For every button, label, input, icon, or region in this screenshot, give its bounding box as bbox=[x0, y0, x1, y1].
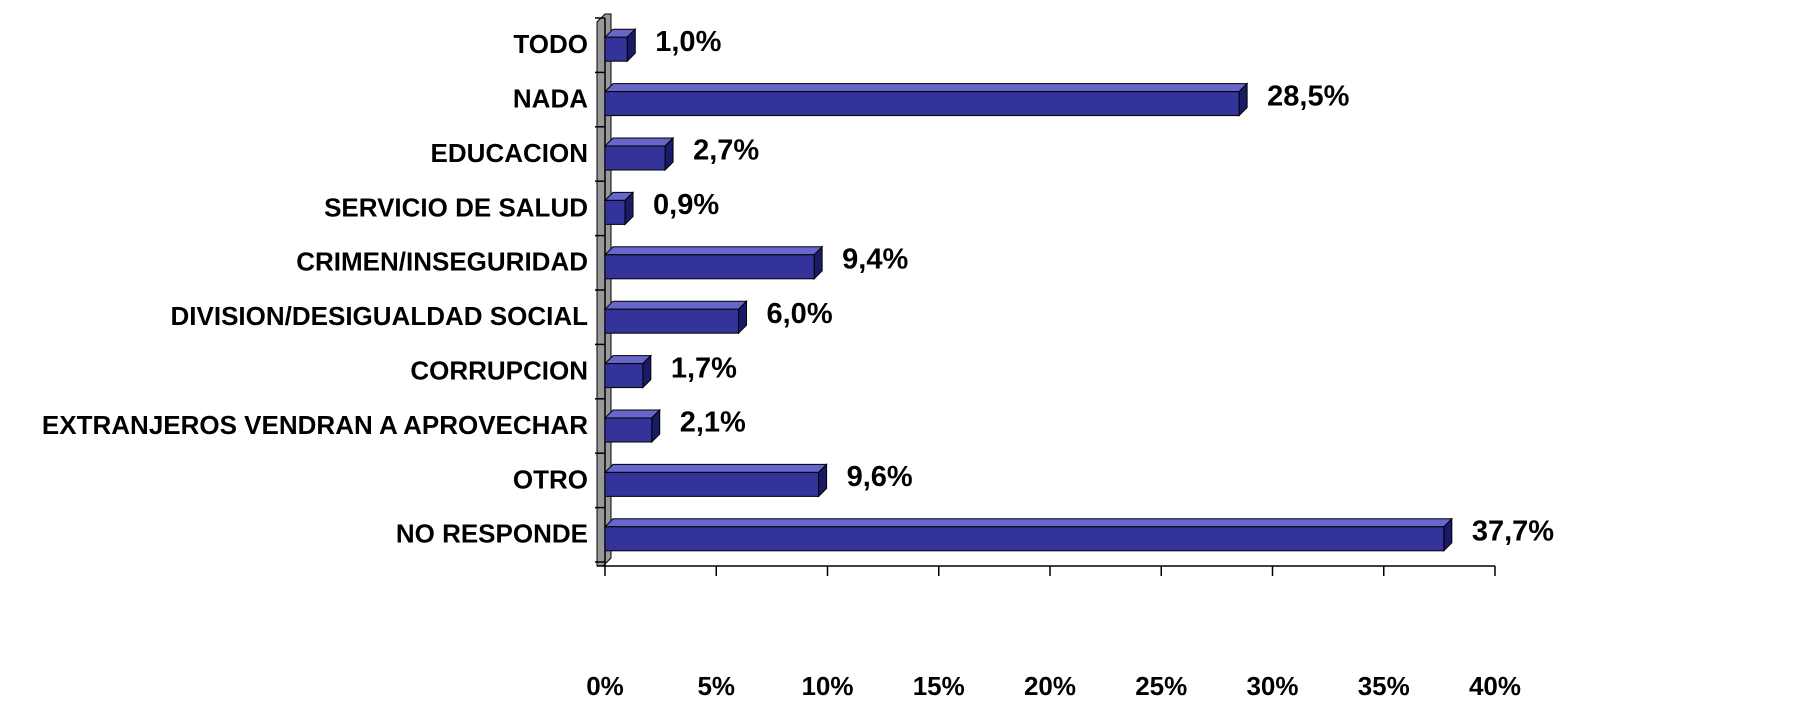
x-tick-label: 25% bbox=[1135, 671, 1187, 701]
bar-top bbox=[603, 518, 1454, 528]
x-tick-label: 15% bbox=[913, 671, 965, 701]
bar-front bbox=[604, 471, 820, 497]
x-tick-label: 20% bbox=[1024, 671, 1076, 701]
bar-front bbox=[604, 254, 815, 280]
y-tick-label: OTRO bbox=[513, 464, 588, 494]
y-tick-label: EXTRANJEROS VENDRAN A APROVECHAR bbox=[42, 410, 588, 440]
bar-top bbox=[603, 300, 748, 310]
bar-top bbox=[603, 409, 661, 419]
bar-top bbox=[603, 83, 1249, 93]
value-label: 28,5% bbox=[1267, 80, 1349, 112]
x-tick-label: 40% bbox=[1469, 671, 1521, 701]
value-label: 1,0% bbox=[655, 26, 721, 58]
bar bbox=[603, 82, 1249, 117]
x-tick-label: 30% bbox=[1246, 671, 1298, 701]
x-tick-label: 5% bbox=[697, 671, 735, 701]
bar bbox=[603, 354, 653, 389]
bar-front bbox=[604, 36, 628, 62]
value-label: 1,7% bbox=[671, 352, 737, 384]
y-tick-label: DIVISION/DESIGUALDAD SOCIAL bbox=[171, 301, 589, 331]
x-tick-label: 10% bbox=[801, 671, 853, 701]
y-tick-label: EDUCACION bbox=[431, 138, 588, 168]
value-label: 9,6% bbox=[847, 461, 913, 493]
bar bbox=[603, 191, 635, 226]
bar-front bbox=[604, 199, 626, 225]
bar bbox=[603, 463, 828, 498]
bar bbox=[603, 408, 661, 444]
y-tick-label: TODO bbox=[513, 29, 588, 59]
bar-top bbox=[603, 137, 675, 147]
value-label: 37,7% bbox=[1472, 515, 1554, 547]
y-tick-label: SERVICIO DE SALUD bbox=[324, 192, 588, 222]
value-label: 6,0% bbox=[767, 298, 833, 330]
value-label: 0,9% bbox=[653, 189, 719, 221]
value-label: 9,4% bbox=[842, 243, 908, 275]
bar-top bbox=[603, 246, 824, 256]
bar-front bbox=[604, 145, 666, 171]
bar-front bbox=[604, 308, 739, 334]
bar bbox=[603, 245, 824, 281]
y-tick-label: NO RESPONDE bbox=[396, 519, 588, 549]
bar-front bbox=[604, 526, 1445, 552]
bar-top bbox=[603, 463, 828, 473]
bar-front bbox=[604, 417, 653, 443]
value-label: 2,7% bbox=[693, 135, 759, 167]
bar bbox=[603, 136, 675, 172]
x-tick-label: 0% bbox=[586, 671, 624, 701]
bar-front bbox=[604, 363, 644, 389]
y-tick-label: CORRUPCION bbox=[410, 355, 588, 385]
y-tick-label: NADA bbox=[513, 83, 588, 113]
y-tick-label: CRIMEN/INSEGURIDAD bbox=[296, 247, 588, 277]
bar bbox=[603, 27, 637, 63]
value-label: 2,1% bbox=[680, 407, 746, 439]
x-tick-label: 35% bbox=[1358, 671, 1410, 701]
bar bbox=[603, 299, 748, 335]
bar bbox=[603, 517, 1454, 553]
bar-front bbox=[604, 91, 1240, 117]
